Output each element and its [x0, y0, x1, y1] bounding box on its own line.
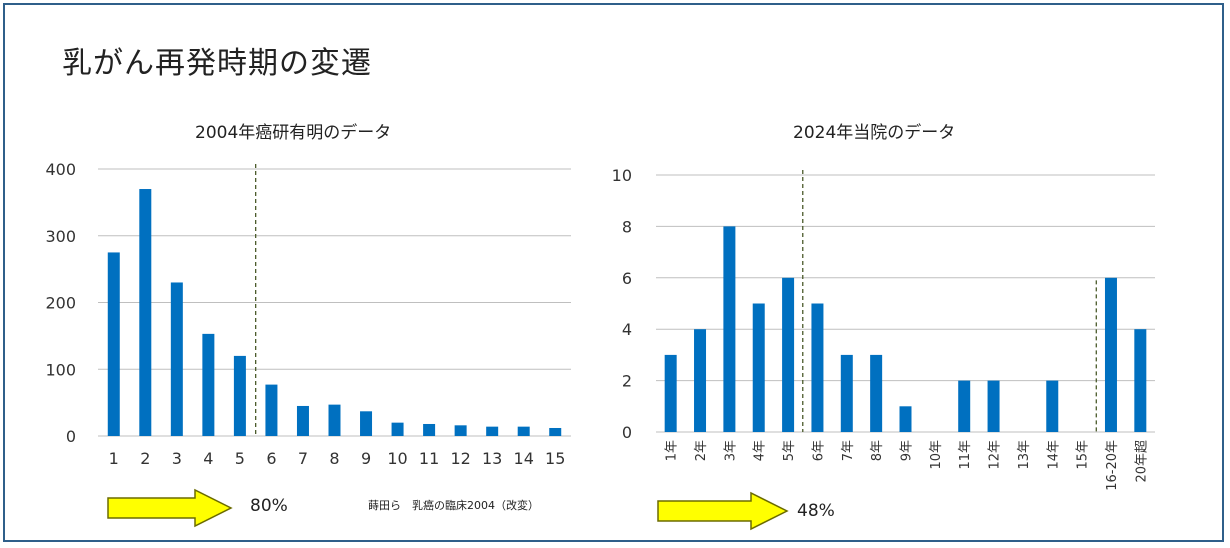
x-tick-label: 7年 [841, 440, 856, 461]
bar [328, 404, 341, 436]
bar [170, 282, 183, 436]
x-tick-label: 6 [266, 449, 276, 468]
bar [454, 425, 467, 436]
x-tick-label: 5年 [782, 440, 797, 461]
x-tick-label: 11 [419, 449, 439, 468]
y-tick-label: 2 [622, 372, 632, 391]
y-tick-label: 8 [622, 217, 632, 236]
x-tick-label: 9年 [900, 440, 915, 461]
bar [107, 252, 120, 436]
x-tick-label: 10年 [929, 440, 944, 470]
right-chart-title: 2024年当院のデータ [793, 123, 956, 143]
x-tick-label: 14 [514, 449, 534, 468]
bar [958, 380, 971, 432]
x-tick-label: 3年 [723, 440, 738, 461]
bar [549, 427, 562, 436]
bar [1046, 380, 1059, 432]
bar [870, 354, 883, 432]
right-bar-chart: 0 2 4 6 8 10 1年 2年 3年 4年 5年 6年 7年 8年 9年 10年 11年 12年 13年 14年… [612, 166, 1155, 491]
x-tick-label: 1年 [665, 440, 680, 461]
x-tick-label: 12年 [988, 440, 1003, 470]
bar [486, 426, 499, 436]
x-tick-label: 13 [482, 449, 502, 468]
bar [360, 411, 373, 436]
x-tick-label: 4 [203, 449, 213, 468]
x-tick-label: 2年 [694, 440, 709, 461]
x-tick-label: 2 [140, 449, 150, 468]
bar [233, 355, 246, 436]
bar [517, 426, 530, 436]
left-arrow-icon [107, 488, 233, 528]
x-tick-label: 1 [109, 449, 119, 468]
y-tick-label: 4 [622, 320, 632, 339]
y-tick-label: 10 [612, 166, 632, 185]
bar [1134, 329, 1147, 432]
left-chart-title: 2004年癌研有明のデータ [195, 123, 392, 143]
x-tick-label: 11年 [958, 440, 973, 470]
x-tick-label: 15 [545, 449, 565, 468]
x-tick-label: 8 [329, 449, 339, 468]
x-tick-label: 10 [387, 449, 407, 468]
bar [265, 384, 278, 436]
right-arrow-icon [657, 491, 789, 531]
bar [139, 189, 152, 436]
x-tick-label: 15年 [1076, 440, 1091, 470]
x-tick-label: 9 [361, 449, 371, 468]
left-percent-label: 80% [250, 496, 288, 516]
bar [202, 333, 215, 436]
x-tick-label: 8年 [870, 440, 885, 461]
source-citation: 蒔田ら 乳癌の臨床2004（改変） [368, 499, 539, 512]
bar [723, 226, 736, 432]
y-tick-label: 400 [45, 160, 76, 179]
x-tick-label: 16-20年 [1105, 440, 1120, 491]
x-tick-label: 5 [235, 449, 245, 468]
y-tick-label: 100 [45, 360, 76, 379]
y-tick-label: 6 [622, 269, 632, 288]
slide-frame [3, 3, 1224, 542]
right-percent-label: 48% [797, 501, 835, 521]
x-tick-label: 3 [172, 449, 182, 468]
bar [664, 354, 677, 432]
bar [899, 406, 912, 432]
x-tick-label: 4年 [753, 440, 768, 461]
slide-title: 乳がん再発時期の変遷 [62, 46, 372, 81]
y-tick-label: 300 [45, 227, 76, 246]
bar [752, 303, 765, 432]
bar [782, 277, 795, 432]
bar [423, 423, 436, 436]
bar [1104, 277, 1117, 432]
bar [694, 329, 707, 432]
x-tick-label: 14年 [1046, 440, 1061, 470]
x-tick-label: 13年 [1017, 440, 1032, 470]
y-tick-label: 200 [45, 294, 76, 313]
bar [987, 380, 1000, 432]
bar [391, 422, 404, 436]
bar [811, 303, 824, 432]
x-tick-label: 7 [298, 449, 308, 468]
y-tick-label: 0 [66, 427, 76, 446]
x-tick-label: 20年超 [1134, 440, 1149, 483]
x-tick-label: 6年 [811, 440, 826, 461]
bar [840, 354, 853, 432]
bar [296, 405, 309, 436]
x-tick-label: 12 [450, 449, 470, 468]
y-tick-label: 0 [622, 423, 632, 442]
